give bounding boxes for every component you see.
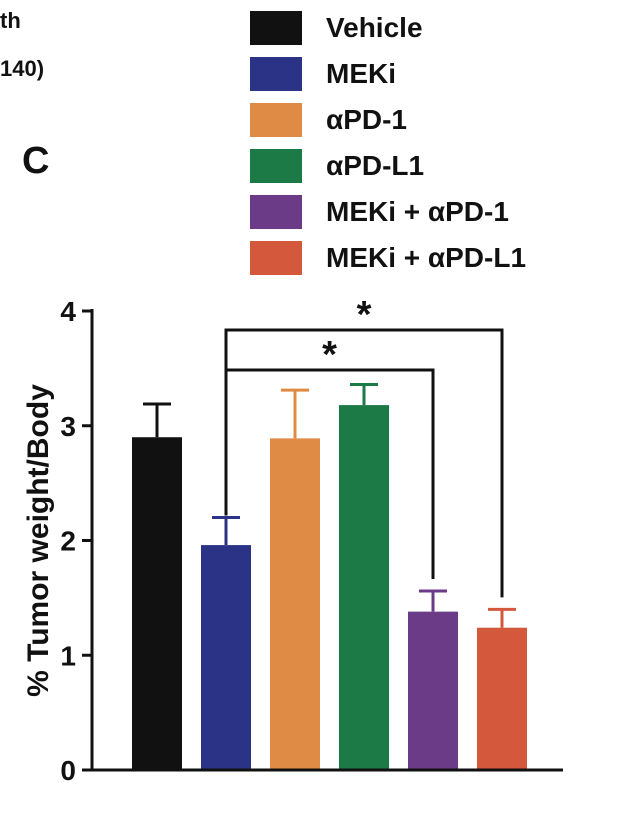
fragment-text-2: 140) bbox=[0, 56, 45, 81]
panel-label: C bbox=[22, 140, 50, 182]
legend-label: MEKi + αPD-1 bbox=[326, 196, 509, 227]
y-axis-label: % Tumor weight/Body bbox=[22, 384, 55, 697]
legend-label: MEKi + αPD-L1 bbox=[326, 242, 527, 273]
legend-swatch bbox=[250, 195, 302, 229]
y-tick-label: 0 bbox=[60, 755, 76, 786]
legend-swatch bbox=[250, 57, 302, 91]
legend-item: Vehicle bbox=[250, 10, 526, 46]
legend-item: MEKi + αPD-L1 bbox=[250, 240, 526, 276]
y-tick-label: 2 bbox=[60, 526, 76, 557]
legend-label: αPD-L1 bbox=[326, 150, 425, 181]
legend: Vehicle MEKi αPD-1 αPD-L1 MEKi + αPD-1 MEKi +… bbox=[250, 10, 526, 286]
y-tick-label: 3 bbox=[60, 411, 76, 442]
legend-label: αPD-1 bbox=[326, 104, 408, 135]
legend-label: Vehicle bbox=[326, 12, 423, 43]
legend-swatch bbox=[250, 149, 302, 183]
legend-item: MEKi + αPD-1 bbox=[250, 194, 526, 230]
legend-label: MEKi bbox=[326, 58, 396, 89]
legend-swatch bbox=[250, 11, 302, 45]
bar bbox=[270, 438, 320, 770]
significance-label: * bbox=[357, 294, 372, 336]
fragment-text-1: th bbox=[0, 8, 21, 33]
legend-item: MEKi bbox=[250, 56, 526, 92]
legend-swatch bbox=[250, 103, 302, 137]
legend-item: αPD-L1 bbox=[250, 148, 526, 184]
bar bbox=[408, 611, 458, 770]
bar bbox=[477, 627, 527, 770]
y-tick-label: 4 bbox=[60, 296, 76, 327]
bar bbox=[339, 405, 389, 770]
significance-label: * bbox=[322, 334, 337, 376]
bar bbox=[132, 437, 182, 770]
legend-swatch bbox=[250, 241, 302, 275]
bar bbox=[201, 545, 251, 770]
significance-bracket bbox=[224, 368, 435, 579]
y-tick-label: 1 bbox=[60, 640, 76, 671]
legend-item: αPD-1 bbox=[250, 102, 526, 138]
